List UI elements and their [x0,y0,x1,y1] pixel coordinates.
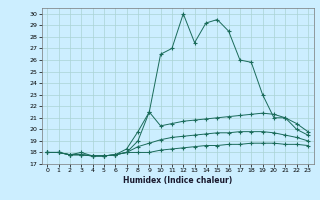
X-axis label: Humidex (Indice chaleur): Humidex (Indice chaleur) [123,176,232,185]
